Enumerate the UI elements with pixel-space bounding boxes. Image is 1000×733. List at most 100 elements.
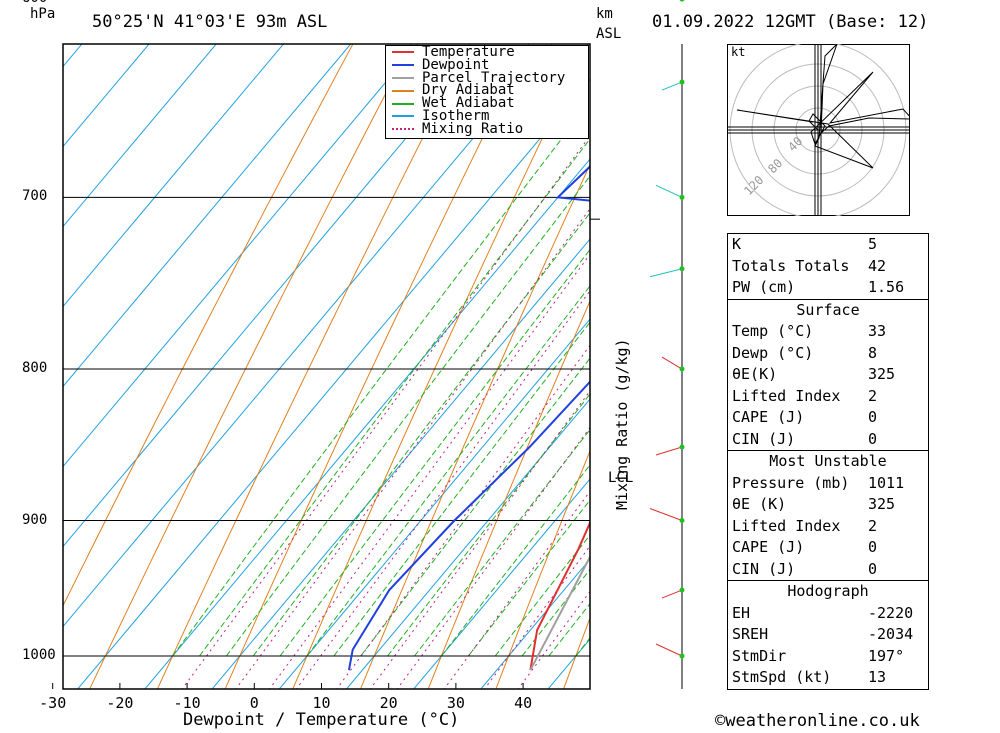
wind-barb	[655, 184, 683, 198]
wind-level-dot	[679, 518, 685, 524]
asl-unit: ASL	[596, 26, 622, 42]
datetime-label: 01.09.2022 12GMT (Base: 12)	[652, 12, 929, 32]
row-label: Dewp (°C)	[732, 343, 814, 362]
row-value: 2	[868, 386, 878, 405]
y-tick-label: 600	[22, 0, 47, 6]
dry-adiabat-line	[292, 44, 589, 689]
wind-barb	[661, 81, 683, 91]
series-temperature	[529, 520, 590, 671]
isotherm-line	[345, 398, 590, 689]
x-tick-label: -20	[106, 694, 134, 712]
dry-adiabat-line	[495, 449, 590, 689]
row-value: 0	[868, 429, 878, 448]
row-label: CIN (J)	[732, 559, 796, 578]
table-row: StmSpd (kt) 13	[728, 667, 928, 689]
legend-swatch	[392, 76, 414, 79]
row-label: CAPE (J)	[732, 538, 805, 556]
y-tick-label: 900	[22, 511, 48, 528]
copyright-footer: ©weatheronline.co.uk	[715, 711, 920, 731]
x-tick-label: 40	[514, 694, 533, 712]
wet-adiabat-line	[279, 248, 590, 657]
legend-item: Mixing Ratio	[386, 120, 588, 137]
legend-item: Wet Adiabat	[386, 95, 588, 112]
wind-level-dot	[679, 79, 685, 85]
plot-frame	[62, 43, 591, 690]
x-tick-label: 0	[249, 694, 259, 712]
row-label: K	[732, 235, 742, 253]
wet-adiabat-line	[441, 464, 590, 657]
wind-barb	[661, 356, 683, 370]
isotherm-line	[144, 158, 590, 689]
row-value: 33	[868, 322, 887, 340]
legend-label: Wet Adiabat	[422, 95, 515, 112]
wind-barb	[655, 643, 683, 657]
surface-title: Surface	[728, 298, 928, 322]
lcl-label: LCL	[608, 470, 634, 486]
wet-adiabat-line	[199, 138, 590, 657]
legend-label: Isotherm	[422, 107, 490, 124]
row-value: 1.56	[868, 278, 905, 296]
wind-barb	[661, 589, 683, 599]
most-unstable-title: Most Unstable	[728, 450, 928, 473]
row-label: CIN (J)	[732, 429, 796, 448]
row-value: 42	[868, 256, 887, 275]
row-label: SREH	[732, 625, 769, 643]
wind-level-dot	[679, 0, 685, 2]
legend-swatch	[392, 89, 414, 92]
location-label: 50°25'N 41°03'E 93m ASL	[92, 12, 328, 32]
pressure-gridlines	[63, 196, 590, 657]
km-unit: km	[596, 6, 613, 22]
table-row: CAPE (J) 0	[728, 537, 928, 559]
row-label: Lifted Index	[732, 516, 841, 535]
row-value: 2	[868, 516, 878, 535]
row-label: StmSpd (kt)	[732, 668, 832, 686]
x-tick-label: 10	[312, 694, 331, 712]
hodograph-unit: kt	[731, 45, 745, 59]
row-label: θE(K)	[732, 365, 778, 383]
wind-level-dot	[679, 194, 685, 200]
pressure-unit: hPa	[30, 6, 56, 22]
table-row: EH -2220	[728, 603, 928, 625]
table-row: Dewp (°C) 8	[728, 343, 928, 365]
row-value: 5	[868, 235, 878, 253]
row-label: Temp (°C)	[732, 322, 814, 340]
isotherm-line	[77, 78, 590, 689]
dry-adiabat-line	[63, 44, 354, 607]
x-axis-title: Dewpoint / Temperature (°C)	[183, 710, 460, 730]
row-label: EH	[732, 603, 751, 622]
wet-adiabat-line	[414, 428, 590, 657]
dry-adiabat-line	[156, 44, 471, 689]
legend-item: Dewpoint	[386, 56, 588, 73]
row-label: Pressure (mb)	[732, 473, 850, 492]
wind-level-dot	[679, 653, 685, 659]
legend-item: Temperature	[386, 45, 588, 59]
legend-label: Dewpoint	[422, 56, 490, 73]
legend-item: Isotherm	[386, 107, 588, 124]
legend-item: Dry Adiabat	[386, 84, 588, 97]
wet-adiabat-line	[387, 393, 590, 657]
table-row: SREH -2034	[728, 624, 928, 646]
wet-adiabat-line	[225, 175, 590, 657]
isotherm-line	[211, 238, 590, 689]
dry-adiabat-line	[427, 299, 590, 689]
legend-label: Mixing Ratio	[422, 120, 524, 137]
table-row: CIN (J) 0	[728, 429, 928, 451]
wind-barb	[649, 268, 683, 278]
dry-adiabat-line	[224, 44, 530, 689]
legend-swatch	[392, 115, 414, 118]
table-row: CIN (J) 0	[728, 559, 928, 581]
y-tick-label: 700	[22, 188, 48, 205]
wet-adiabat-line	[333, 321, 590, 657]
legend-swatch	[392, 64, 414, 67]
dry-adiabat-line	[962, 0, 1000, 719]
row-value: 0	[868, 559, 878, 578]
legend-item: Parcel Trajectory	[386, 71, 588, 84]
wind-barb	[655, 446, 683, 456]
row-value: 325	[868, 495, 896, 513]
row-value: 197°	[868, 646, 905, 665]
x-tick-label: 30	[446, 694, 465, 712]
